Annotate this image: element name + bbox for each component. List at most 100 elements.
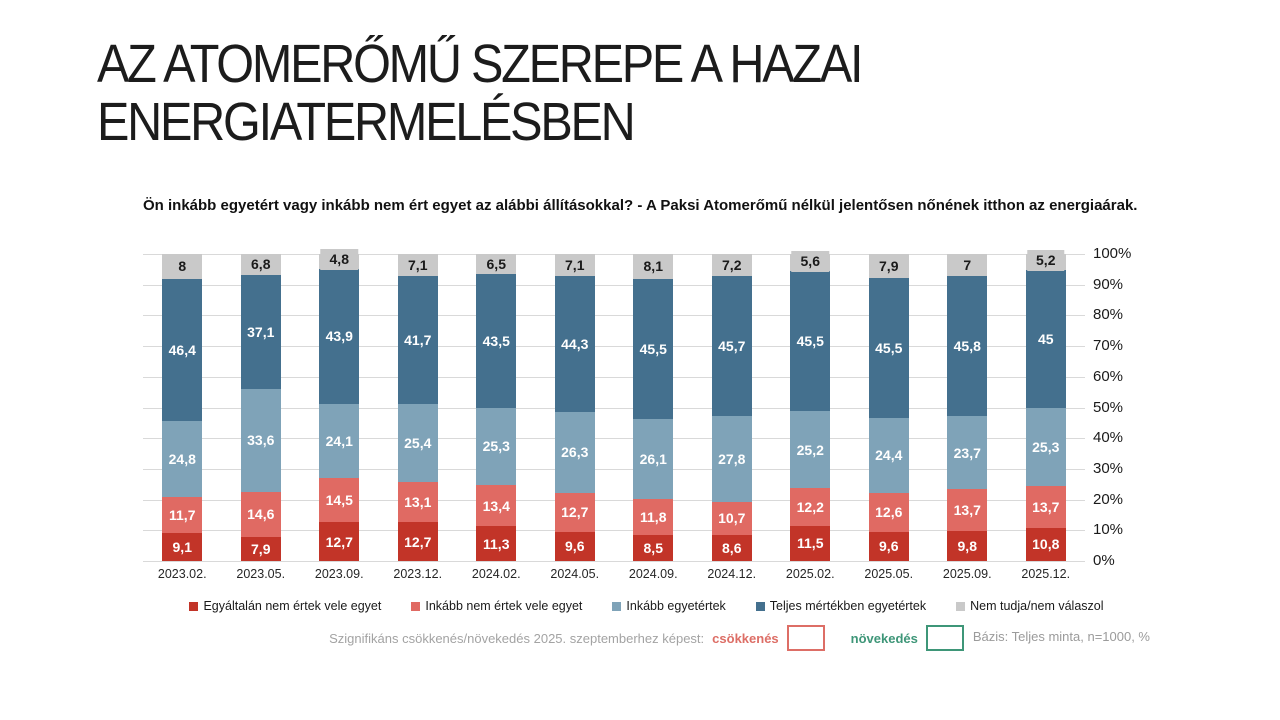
segment-value-label: 24,8 [168, 451, 196, 468]
segment-value-label: 14,5 [325, 491, 353, 508]
y-tick-label: 80% [1093, 306, 1124, 324]
significance-text: Szignifikáns csökkenés/növekedés 2025. s… [329, 630, 705, 646]
bar-segment: 9,1 [162, 533, 203, 561]
bar-segment: 46,4 [162, 278, 203, 422]
bar-segment: 43,9 [319, 268, 360, 404]
bar-segment: 7 [947, 254, 988, 276]
segment-value-label: 4,8 [320, 248, 358, 270]
stacked-bar: 7,9 14,6 33,6 37,1 6,8 [240, 254, 281, 561]
basis-note: Bázis: Teljes minta, n=1000, % [972, 629, 1150, 644]
y-tick-label: 40% [1093, 429, 1124, 447]
segment-value-label: 45,5 [639, 340, 667, 357]
bar-segment: 12,7 [397, 522, 438, 561]
bar-segment: 24,1 [319, 403, 360, 478]
stacked-bar: 8,5 11,8 26,1 45,5 8,1 [633, 254, 674, 561]
bar-segment: 12,2 [790, 488, 831, 526]
x-tick-label: 2024.12. [707, 567, 757, 581]
bar-segment: 25,3 [1025, 408, 1066, 486]
legend-label: Inkább egyetértek [626, 599, 726, 613]
bar-segment: 12,7 [554, 492, 595, 532]
segment-value-label: 7,1 [565, 256, 585, 273]
segment-value-label: 44,3 [561, 335, 589, 352]
bar-segment: 5,6 [790, 251, 831, 273]
bar-group-2024-02-: 11,3 13,4 25,3 43,5 6,5 [457, 254, 536, 561]
increase-label: növekedés [850, 630, 918, 646]
y-tick-label: 90% [1093, 275, 1124, 293]
bar-group-2023-09-: 12,7 14,5 24,1 43,9 4,8 [300, 248, 379, 561]
y-tick-label: 70% [1093, 337, 1124, 355]
bar-segment: 6,8 [240, 254, 281, 275]
segment-value-label: 11,7 [169, 507, 196, 524]
segment-value-label: 12,2 [796, 498, 824, 515]
segment-value-label: 41,7 [404, 331, 432, 348]
y-tick-label: 10% [1093, 521, 1124, 539]
legend-item: Inkább nem értek vele egyet [411, 599, 582, 613]
segment-value-label: 14,6 [247, 506, 275, 523]
bar-group-2024-05-: 9,6 12,7 26,3 44,3 7,1 [536, 254, 615, 561]
bar-segment: 23,7 [947, 416, 988, 489]
bar-segment: 10,8 [1025, 527, 1066, 561]
segment-value-label: 23,7 [953, 444, 981, 461]
stacked-bar: 11,5 12,2 25,2 45,5 5,6 [790, 251, 831, 561]
bar-segment: 4,8 [319, 248, 360, 270]
decrease-label: csökkenés [712, 630, 779, 646]
segment-value-label: 7,2 [722, 257, 742, 274]
segment-value-label: 6,8 [251, 256, 271, 273]
stacked-bar: 9,1 11,7 24,8 46,4 8 [162, 254, 203, 561]
bar-segment: 44,3 [554, 275, 595, 412]
bar-segment: 8 [162, 254, 203, 279]
bar-group-2025-09-: 9,8 13,7 23,7 45,8 7 [928, 254, 1007, 561]
legend-swatch-icon [755, 601, 765, 611]
stacked-bar: 10,8 13,7 25,3 45 5,2 [1025, 250, 1066, 561]
segment-value-label: 45,8 [953, 337, 981, 354]
segment-value-label: 8,6 [722, 539, 742, 556]
segment-value-label: 10,8 [1032, 536, 1060, 553]
bar-segment: 13,7 [947, 488, 988, 531]
y-tick-label: 100% [1093, 245, 1132, 262]
x-tick-label: 2023.02. [157, 567, 207, 581]
segment-value-label: 25,3 [482, 438, 510, 455]
bar-segment: 6,5 [476, 254, 517, 274]
bar-group-2025-05-: 9,6 12,6 24,4 45,5 7,9 [850, 254, 929, 561]
gridline [143, 254, 1085, 255]
segment-value-label: 13,7 [1032, 498, 1060, 515]
stacked-bar: 12,7 14,5 24,1 43,9 4,8 [319, 248, 360, 561]
gridline [143, 438, 1085, 440]
bar-segment: 13,1 [397, 481, 438, 523]
segment-value-label: 8,1 [643, 258, 663, 275]
segment-value-label: 45,5 [796, 333, 824, 350]
segment-value-label: 9,6 [879, 538, 899, 555]
bar-segment: 11,7 [162, 497, 203, 534]
bar-segment: 24,4 [868, 417, 909, 493]
x-tick-label: 2024.05. [550, 567, 600, 581]
bar-segment: 12,7 [319, 522, 360, 561]
bar-segment: 9,8 [947, 530, 988, 561]
segment-value-label: 7,1 [408, 256, 428, 273]
legend-label: Nem tudja/nem válaszol [970, 599, 1104, 613]
legend-swatch-icon [956, 601, 966, 611]
legend-item: Egyáltalán nem értek vele egyet [189, 599, 381, 613]
x-axis: 2023.02. 2023.05. 2023.09. 2023.12. 2024.02.… [143, 567, 1085, 581]
segment-value-label: 45,5 [875, 340, 903, 357]
increase-marker-box [925, 625, 964, 651]
bar-segment: 11,5 [790, 525, 831, 561]
bar-segment: 7,9 [868, 254, 909, 279]
y-axis: 100% 90% 80% 70% 60% 50% 40% 30% 20% 10% 0% [1093, 245, 1153, 569]
bar-group-2024-12-: 8,6 10,7 27,8 45,7 7,2 [693, 254, 772, 561]
bars-row: 9,1 11,7 24,8 46,4 8 7,9 14,6 33,6 37,1 6,8 12,7 14… [143, 248, 1085, 561]
gridline [143, 530, 1085, 532]
bar-segment: 8,1 [633, 254, 674, 279]
gridline [143, 499, 1085, 501]
segment-value-label: 46,4 [168, 341, 196, 358]
y-tick-label: 60% [1093, 367, 1124, 385]
stacked-bar: 12,7 13,1 25,4 41,7 7,1 [397, 254, 438, 561]
bar-group-2025-02-: 11,5 12,2 25,2 45,5 5,6 [771, 251, 850, 561]
x-tick-label: 2023.09. [314, 567, 364, 581]
segment-value-label: 12,7 [561, 504, 589, 521]
segment-value-label: 43,9 [325, 328, 353, 345]
segment-value-label: 8,5 [643, 539, 663, 556]
bar-segment: 41,7 [397, 275, 438, 404]
bar-segment: 11,8 [633, 498, 674, 535]
y-tick-label: 20% [1093, 490, 1124, 508]
stacked-bar: 9,6 12,7 26,3 44,3 7,1 [554, 254, 595, 561]
